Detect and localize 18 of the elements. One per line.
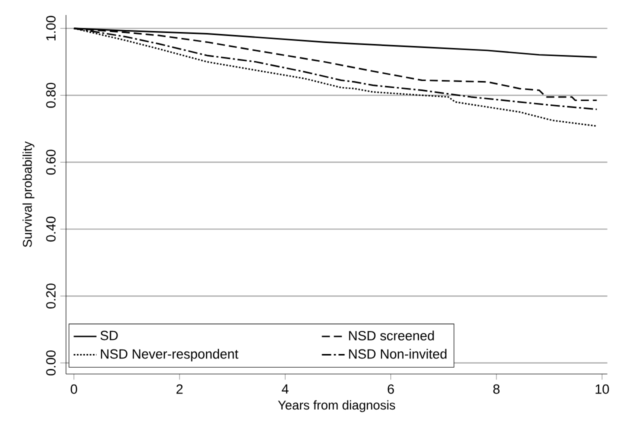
x-tick-label: 10 [596,384,609,394]
x-tick-label: 8 [493,384,500,394]
y-tick-label: 0.20 [46,284,56,308]
x-tick-label: 6 [388,384,394,394]
x-tick-label: 0 [70,384,78,394]
y-tick-label: 1.00 [46,16,56,40]
y-tick-label: 0.80 [46,82,56,108]
y-tick-label: 0.00 [46,350,56,376]
y-axis-title: Survival probability [22,141,34,248]
legend-label: SD [100,330,118,340]
x-tick-label: 2 [176,384,183,394]
y-tick-label: 0.40 [46,216,56,242]
legend-label: NSD Non-invited [349,348,446,359]
x-axis-title: Years from diagnosis [278,400,396,412]
legend-label: NSD screened [349,330,434,340]
y-tick-label: 0.60 [46,150,56,175]
x-tick-label: 4 [282,384,288,394]
legend-label: NSD Never-respondent [100,348,238,362]
